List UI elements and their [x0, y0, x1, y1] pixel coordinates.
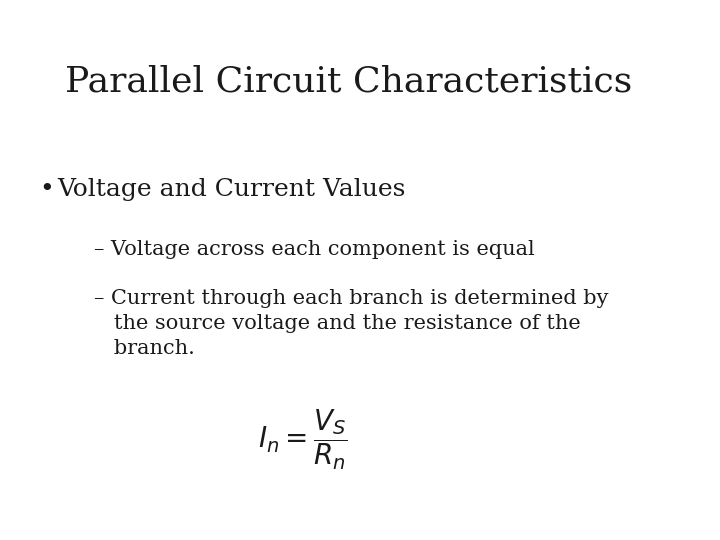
Text: – Voltage across each component is equal: – Voltage across each component is equal	[94, 240, 534, 259]
Text: •: •	[40, 178, 54, 201]
Text: $I_n = \dfrac{V_S}{R_n}$: $I_n = \dfrac{V_S}{R_n}$	[258, 408, 347, 472]
Text: Voltage and Current Values: Voltage and Current Values	[58, 178, 406, 201]
Text: Parallel Circuit Characteristics: Parallel Circuit Characteristics	[65, 65, 632, 99]
Text: – Current through each branch is determined by
   the source voltage and the res: – Current through each branch is determi…	[94, 289, 608, 358]
